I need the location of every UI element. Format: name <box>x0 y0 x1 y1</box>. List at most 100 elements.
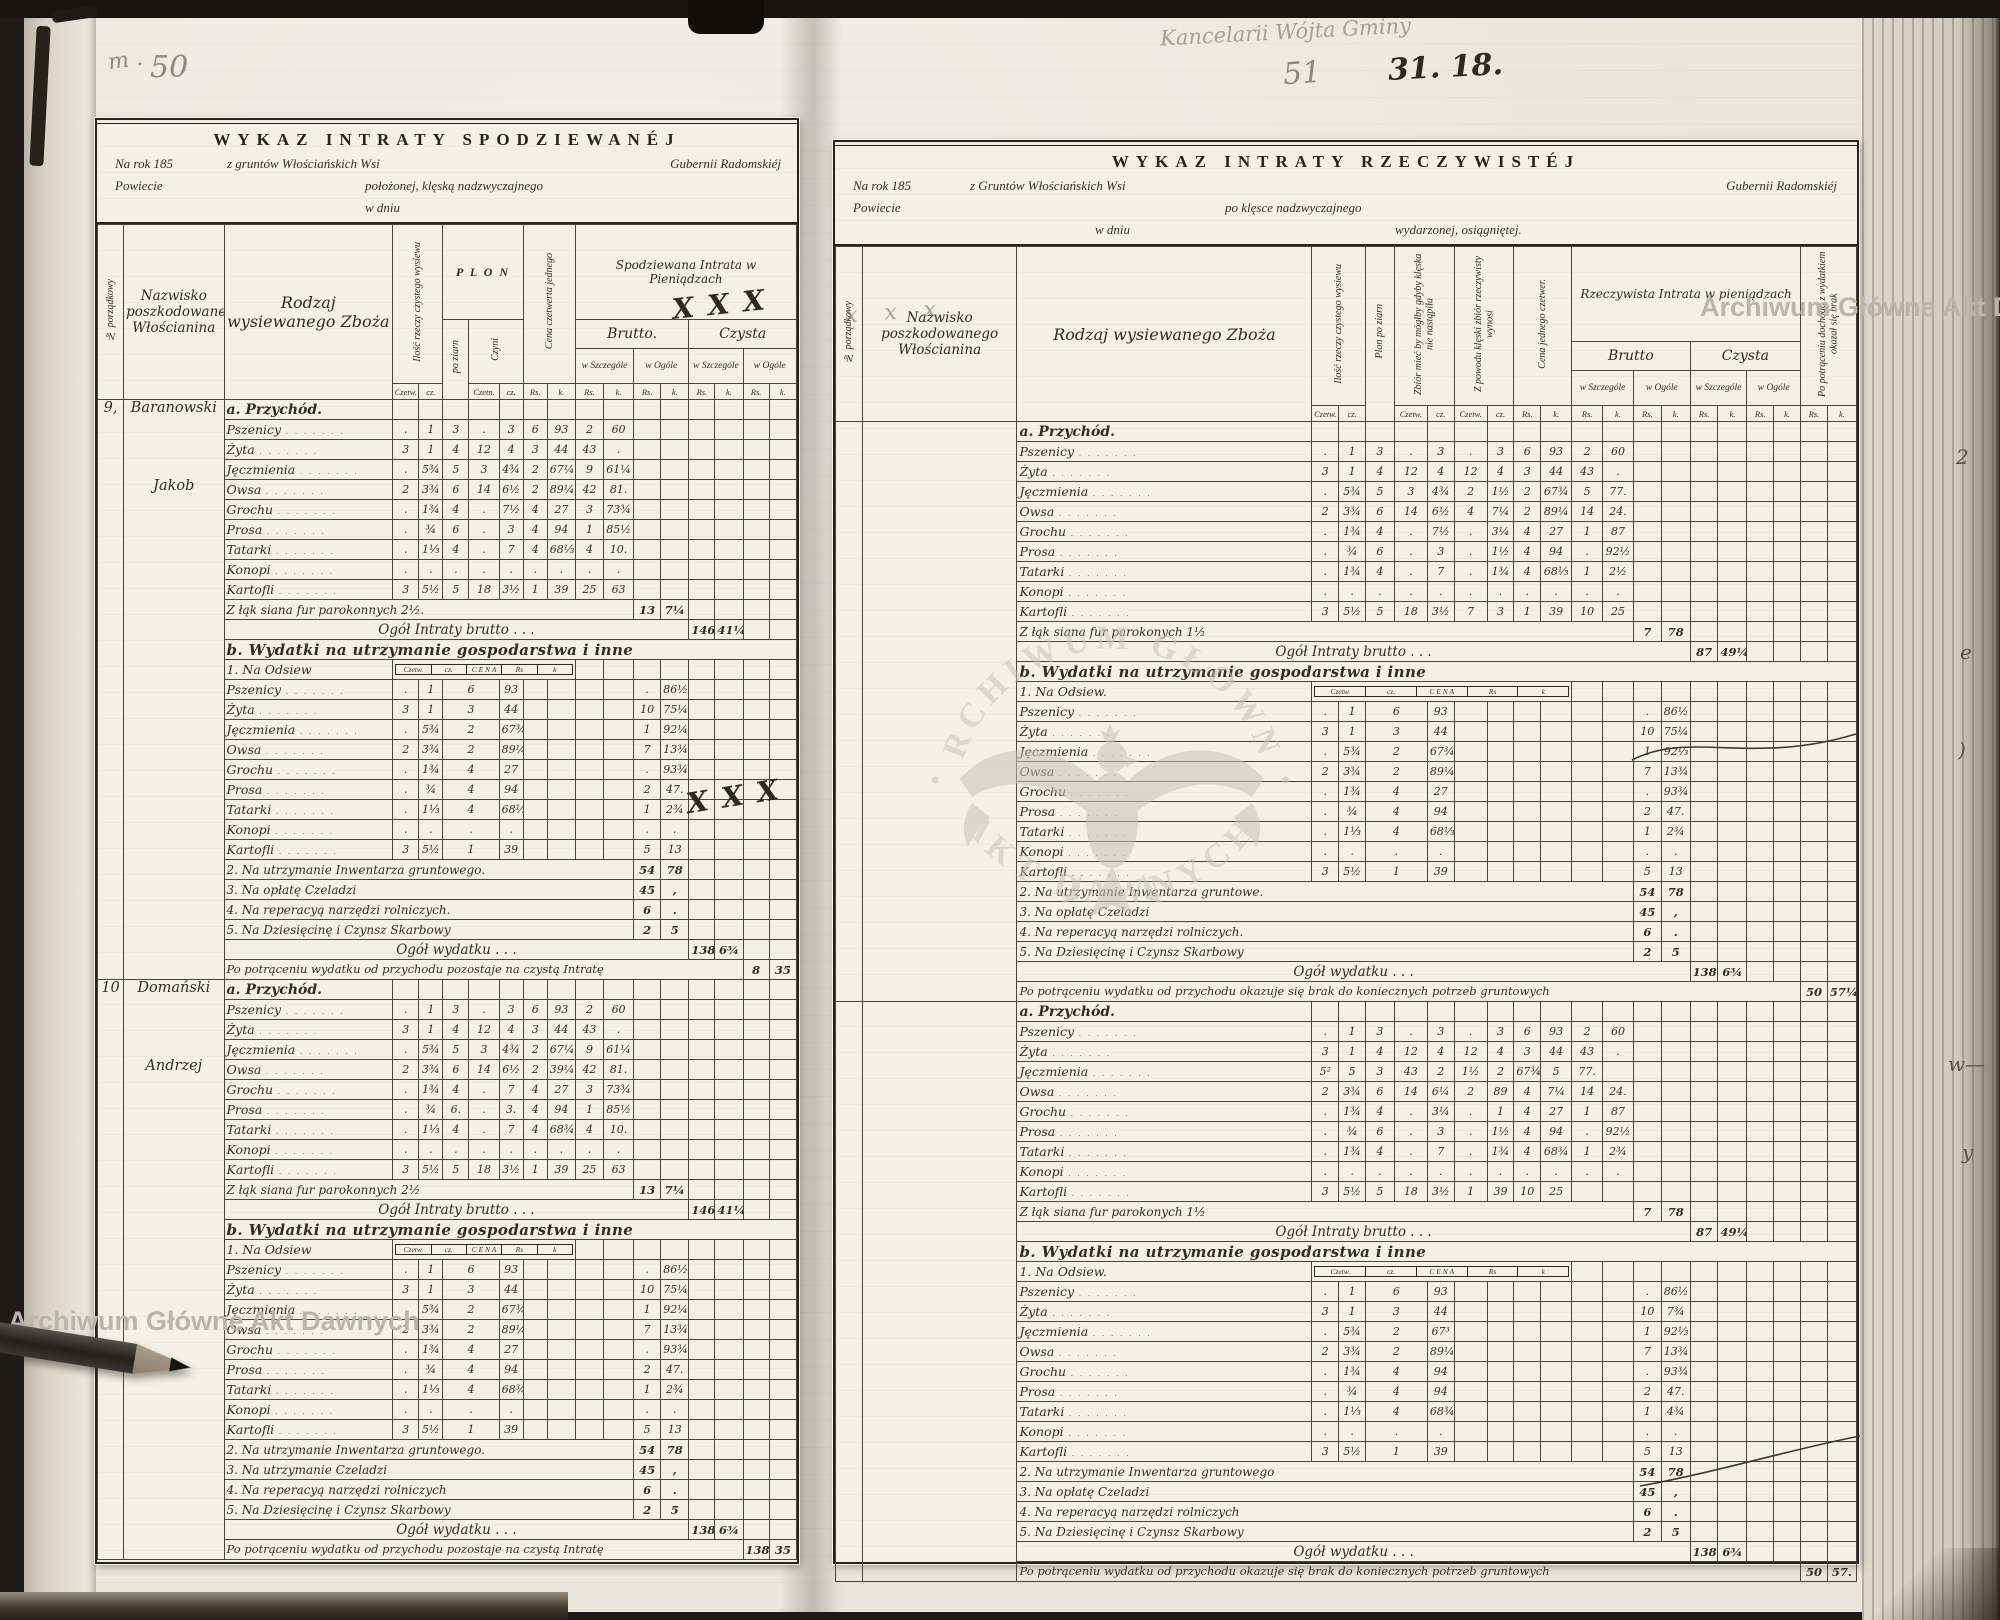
cell <box>546 1299 576 1320</box>
cell <box>1826 461 1858 482</box>
cell <box>660 1159 690 1180</box>
value-cell: 27 <box>1426 781 1455 802</box>
cell <box>442 979 470 1000</box>
total-expense-value: 138 <box>1689 961 1719 982</box>
cell <box>1717 1321 1748 1342</box>
cell <box>688 679 716 700</box>
expense-value: 2 <box>1632 941 1662 962</box>
unit: cz. <box>432 665 467 674</box>
value-cell: 2 <box>522 459 548 480</box>
value-cell: . <box>1571 541 1604 562</box>
brutto-total-value: 146 <box>688 619 716 640</box>
value-cell: 4 <box>1364 1361 1428 1382</box>
result-cell: 1 <box>1632 821 1662 842</box>
value-cell: 1¾ <box>1486 561 1515 582</box>
crop-label: Grochu <box>223 1339 394 1360</box>
value-cell: . <box>1393 581 1428 602</box>
value-cell: . <box>392 999 420 1020</box>
cell <box>714 859 744 880</box>
result-cell: . <box>1632 841 1662 862</box>
value-cell: 1 <box>418 1279 444 1300</box>
unit: Czetw. <box>396 665 432 674</box>
value-cell: 5 <box>442 579 470 600</box>
value-cell: . <box>1571 581 1604 602</box>
result-cell: . <box>660 1399 690 1420</box>
cell <box>742 1199 770 1220</box>
cell <box>522 1339 548 1360</box>
cell <box>1746 1381 1775 1402</box>
value-cell: . <box>392 1399 420 1420</box>
cell <box>1773 781 1802 802</box>
cell <box>714 1099 744 1120</box>
cell <box>768 1039 798 1060</box>
cell <box>1717 1121 1748 1142</box>
cell <box>1571 1301 1604 1322</box>
value-cell: 1 <box>1338 1281 1366 1302</box>
brutto-total-label: Ogół Intraty brutto . . . <box>223 619 690 640</box>
cell <box>1746 1161 1775 1182</box>
binding-notch <box>688 0 764 34</box>
value-cell: . <box>392 819 420 840</box>
cell <box>1826 1541 1858 1562</box>
cell <box>574 739 605 760</box>
header-line: Powiecie po klęsce nadzwyczajnego <box>835 200 1857 222</box>
cell <box>714 439 744 460</box>
cell <box>660 979 690 1000</box>
value-cell: 4 <box>522 499 548 520</box>
value-cell: . <box>1338 841 1366 862</box>
value-cell: 5 <box>1571 481 1604 502</box>
cell <box>688 559 716 580</box>
value-cell: 4 <box>1364 1101 1395 1122</box>
crop-label: Jęczmienia <box>223 719 394 740</box>
value-cell: 14 <box>1393 501 1428 522</box>
cell <box>1602 1261 1634 1282</box>
value-cell: 4 <box>1364 461 1395 482</box>
value-cell: 68¾ <box>1426 1401 1455 1422</box>
scan-background-bottom <box>0 1592 568 1620</box>
value-cell: . <box>1311 741 1340 762</box>
cell <box>1513 1321 1542 1342</box>
value-cell: 3 <box>1311 1301 1340 1322</box>
cell <box>1800 501 1828 522</box>
cell <box>1746 861 1775 882</box>
archive-watermark-right: Archiwum Główne Akt Dawnych <box>1700 292 2000 322</box>
cell <box>714 739 744 760</box>
value-cell: . <box>1364 581 1395 602</box>
cell <box>1660 681 1691 702</box>
cell <box>768 499 798 520</box>
grounds-label: z gruntów Włościańskich Wsi <box>227 156 380 171</box>
cell <box>714 699 744 720</box>
cell <box>688 1259 716 1280</box>
cell <box>742 739 770 760</box>
cell <box>660 439 690 460</box>
value-cell: 18 <box>468 579 500 600</box>
result-cell: 7 <box>633 739 662 760</box>
value-cell: . <box>1393 1101 1428 1122</box>
cell <box>688 579 716 600</box>
cell <box>714 399 744 420</box>
cell <box>602 739 635 760</box>
cell <box>1773 801 1802 822</box>
cell <box>742 1339 770 1360</box>
cell <box>1826 681 1858 702</box>
value-cell: 3 <box>392 1159 420 1180</box>
cell <box>742 939 770 960</box>
value-cell: 2 <box>1311 1341 1340 1362</box>
value-cell: . <box>498 1139 524 1160</box>
unit: Rs <box>1468 1267 1519 1276</box>
result-cell: 2¾ <box>660 1379 690 1400</box>
col-crop-kind: Rodzaj wysiewanego Zboża <box>1016 246 1313 422</box>
cell <box>1826 1321 1858 1342</box>
cell <box>1689 901 1719 922</box>
cell <box>688 1319 716 1340</box>
value-cell: . <box>468 419 500 440</box>
cell <box>546 679 576 700</box>
result-cell: . <box>633 1399 662 1420</box>
cell <box>1486 1381 1515 1402</box>
value-cell: 39 <box>546 579 576 600</box>
col-number: № porządkowy <box>96 224 125 400</box>
value-cell: 7 <box>498 539 524 560</box>
cell <box>1571 781 1604 802</box>
unit: cz. <box>1366 687 1417 696</box>
expense-value: 5 <box>1660 941 1691 962</box>
